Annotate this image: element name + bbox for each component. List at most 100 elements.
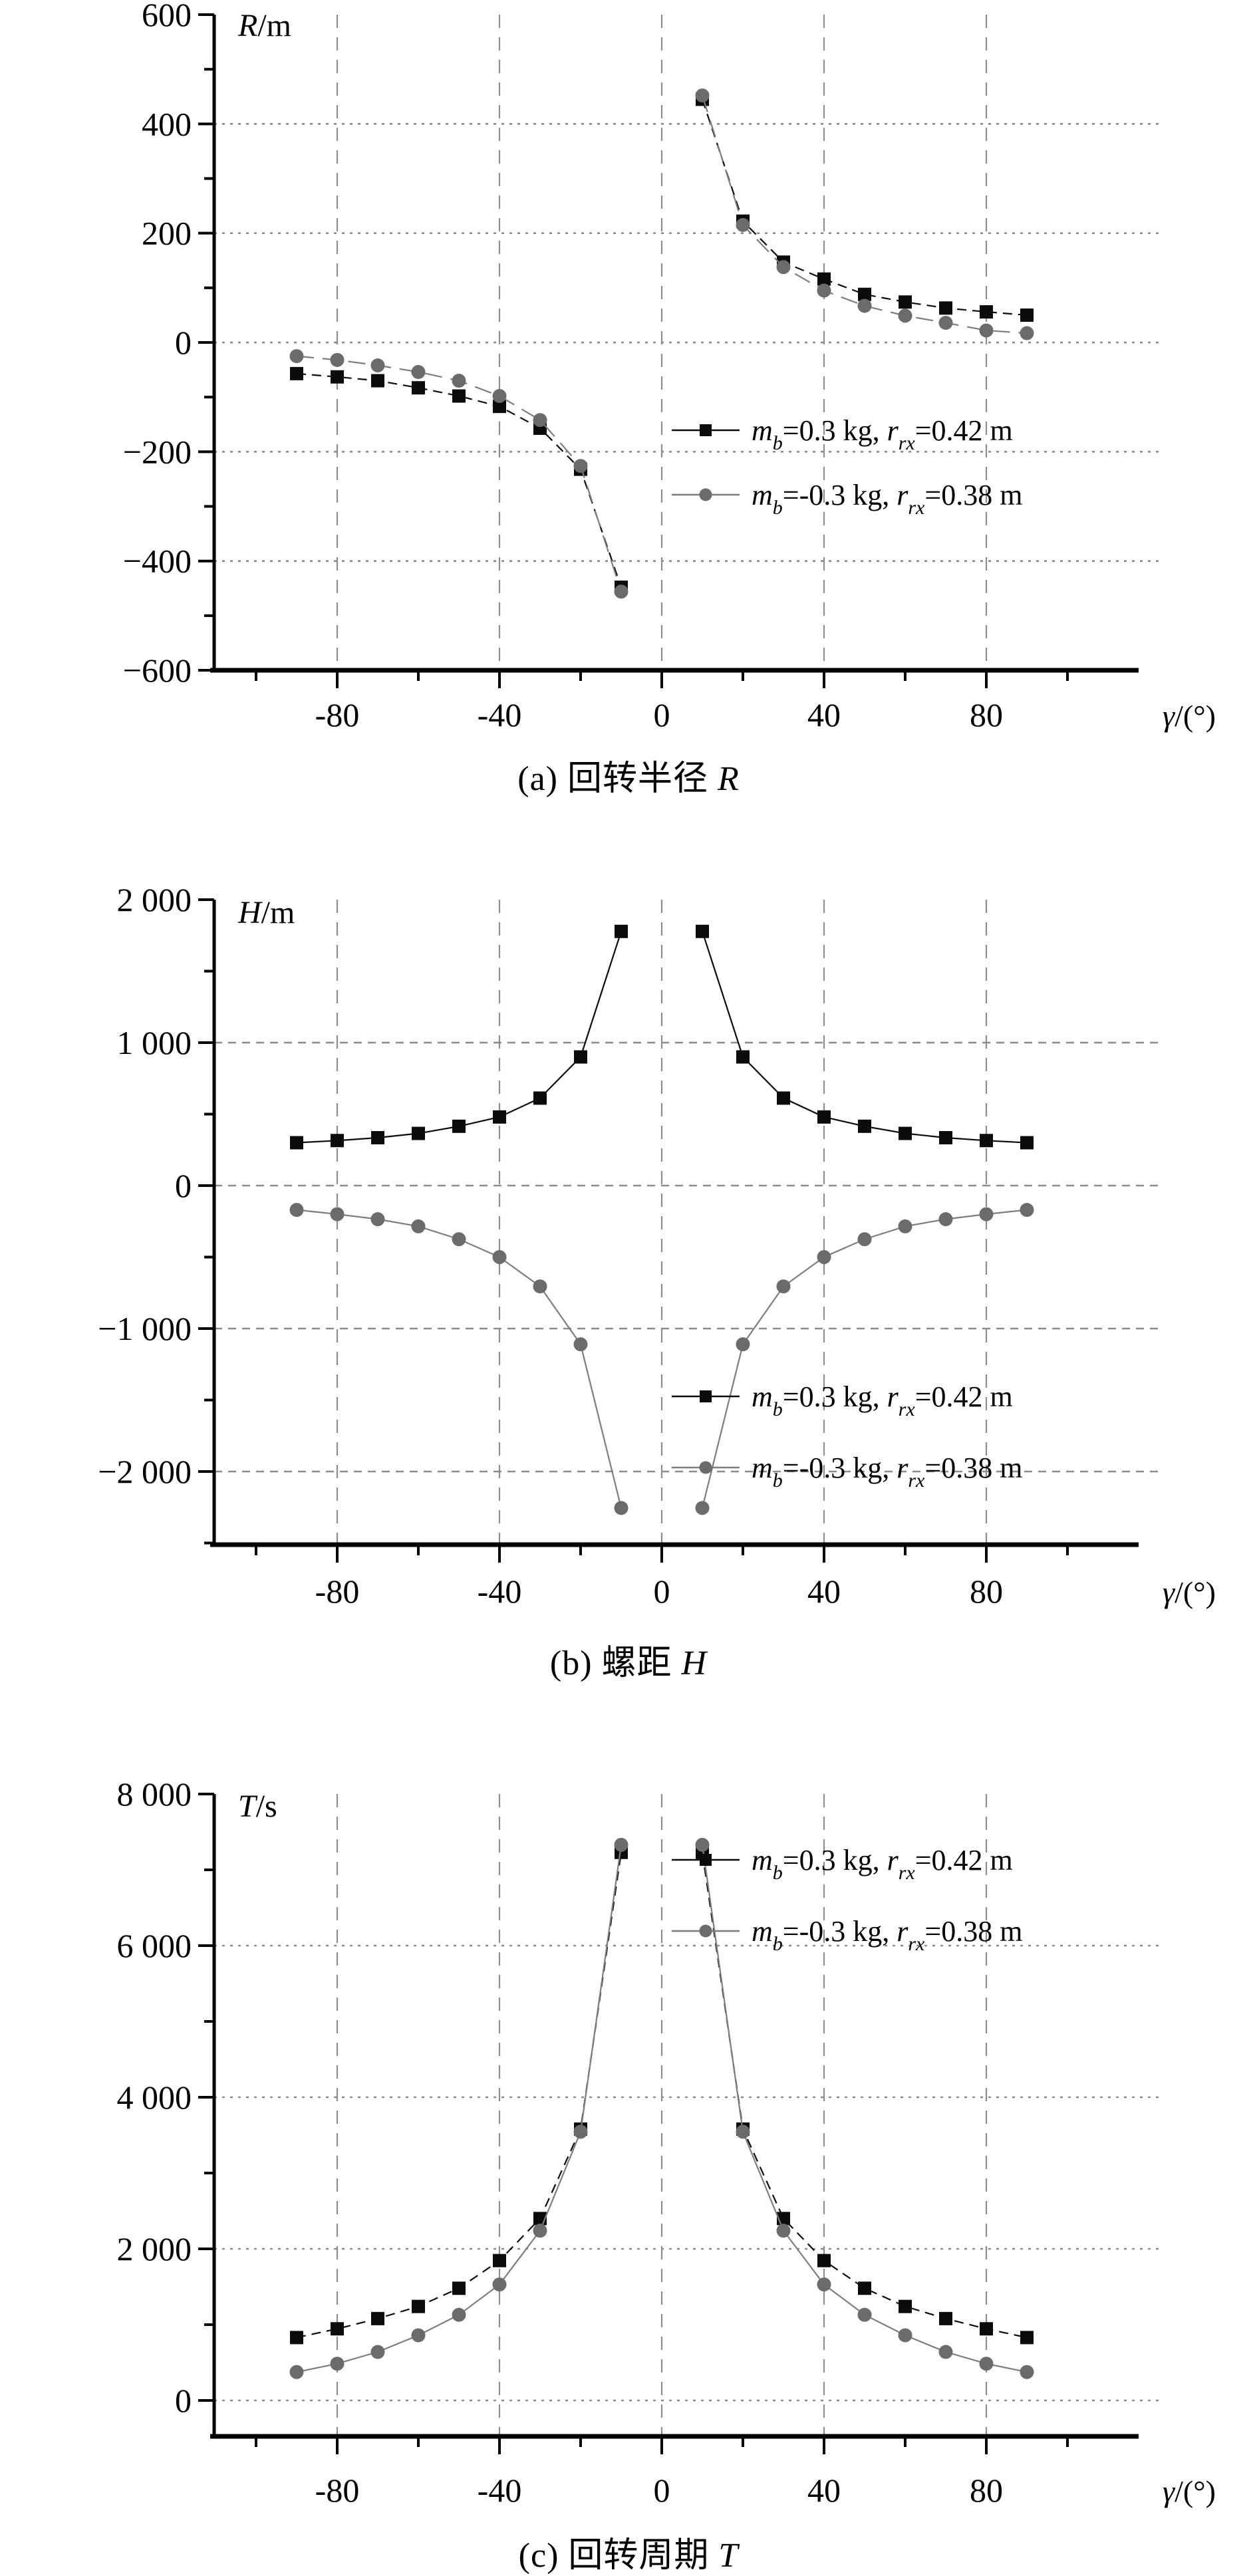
marker-square <box>980 1134 993 1148</box>
marker-square <box>980 305 993 319</box>
y-tick-label: 400 <box>142 105 192 142</box>
x-tick-label: 80 <box>970 1573 1003 1610</box>
chart-b: 2 000 1 000 0 −1 000 −2 000 -80 -40 0 40 80 H/m γ/(… <box>98 881 1216 1610</box>
marker-square <box>777 1091 790 1105</box>
marker-circle <box>614 1837 628 1852</box>
x-tick-label: 80 <box>970 696 1003 733</box>
legend-label: mb=-0.3 kg, rrx=0.38 m <box>752 1452 1022 1491</box>
series-line <box>701 931 1028 1144</box>
marker-circle <box>938 2345 953 2359</box>
marker-circle <box>736 1337 750 1352</box>
y-tick-label: −200 <box>123 433 192 470</box>
marker-square <box>371 374 384 388</box>
x-axis-title: γ/(°) <box>1163 699 1216 733</box>
marker-circle <box>1020 2365 1034 2379</box>
marker-circle <box>938 315 953 330</box>
y-tick-label: 6 000 <box>117 1927 192 1964</box>
series-black-square <box>290 924 1034 1150</box>
marker-circle <box>492 389 507 404</box>
marker-circle <box>736 217 750 232</box>
series-gray-circle <box>289 88 1034 599</box>
marker-circle <box>1020 326 1034 340</box>
marker-circle <box>411 1219 426 1233</box>
legend-label: mb=0.3 kg, rrx=0.42 m <box>752 1380 1013 1420</box>
x-axis-title: γ/(°) <box>1163 1575 1216 1609</box>
y-tick-label: −1 000 <box>98 1310 192 1347</box>
y-tick-label: 2 000 <box>117 2230 192 2267</box>
marker-circle <box>492 2277 507 2292</box>
legend-marker-circle <box>699 1924 712 1938</box>
marker-square <box>331 370 344 384</box>
y-tick-label: 0 <box>175 2382 192 2419</box>
caption-chart-b: (b) 螺距 H <box>0 1634 1257 1684</box>
marker-square <box>493 1110 506 1124</box>
y-axis-title: T/s <box>238 1789 277 1824</box>
marker-circle <box>330 1207 345 1222</box>
caption-b-symbol: H <box>681 1644 708 1682</box>
marker-circle <box>370 1212 385 1227</box>
marker-square <box>858 2281 871 2295</box>
marker-square <box>899 295 912 309</box>
legend-item: mb=0.3 kg, rrx=0.42 m <box>672 1844 1013 1884</box>
chart-c: 8 000 6 000 4 000 2 000 0 -80 -40 0 40 80 T/s γ/(°)… <box>117 1775 1216 2509</box>
legend-item: mb=-0.3 kg, rrx=0.38 m <box>672 1452 1022 1491</box>
marker-square <box>817 2254 831 2267</box>
marker-circle <box>330 2357 345 2371</box>
marker-circle <box>979 2357 994 2371</box>
marker-circle <box>857 1232 872 1247</box>
x-tick-label: 40 <box>807 1573 841 1610</box>
marker-circle <box>776 1279 791 1294</box>
marker-circle <box>573 2125 588 2139</box>
marker-circle <box>411 364 426 379</box>
marker-square <box>1020 2331 1034 2345</box>
legend: mb=0.3 kg, rrx=0.42 m mb=-0.3 kg, rrx=0.3… <box>672 414 1022 519</box>
legend-label: mb=-0.3 kg, rrx=0.38 m <box>752 479 1022 519</box>
marker-square <box>452 389 466 403</box>
marker-square <box>290 1136 303 1150</box>
x-tick-label: -80 <box>315 2472 360 2509</box>
marker-square <box>736 1050 750 1064</box>
marker-square <box>858 1119 871 1133</box>
marker-square <box>696 924 709 938</box>
marker-circle <box>857 299 872 313</box>
marker-circle <box>898 1219 912 1233</box>
marker-circle <box>370 358 385 373</box>
marker-circle <box>695 88 710 103</box>
marker-circle <box>289 1203 304 1218</box>
marker-circle <box>736 2125 750 2139</box>
y-tick-label: 0 <box>175 1167 192 1204</box>
x-tick-label: -80 <box>315 696 360 733</box>
marker-square <box>290 2331 303 2345</box>
marker-square <box>939 301 952 315</box>
caption-c-symbol: T <box>718 2537 739 2575</box>
x-tick-label: -80 <box>315 1573 360 1610</box>
marker-square <box>817 272 831 286</box>
marker-square <box>493 2254 506 2267</box>
legend-label: mb=-0.3 kg, rrx=0.38 m <box>752 1915 1022 1955</box>
legend-label: mb=0.3 kg, rrx=0.42 m <box>752 414 1013 454</box>
marker-square <box>615 924 628 938</box>
marker-square <box>371 2311 384 2325</box>
legend-marker-square <box>700 1854 712 1866</box>
x-tick-label: -40 <box>478 1573 522 1610</box>
marker-circle <box>898 2328 912 2343</box>
marker-circle <box>817 2277 831 2292</box>
marker-circle <box>573 1337 588 1352</box>
legend-marker-circle <box>699 488 712 501</box>
x-tick-label: 40 <box>807 696 841 733</box>
y-tick-label: −600 <box>123 652 192 689</box>
marker-square <box>858 287 871 301</box>
marker-circle <box>370 2345 385 2359</box>
marker-square <box>980 2322 993 2336</box>
marker-circle <box>492 1250 507 1264</box>
marker-circle <box>695 1837 710 1852</box>
legend-label: mb=0.3 kg, rrx=0.42 m <box>752 1844 1013 1884</box>
y-axis-title: R/m <box>237 8 291 43</box>
y-tick-label: 200 <box>142 215 192 252</box>
marker-square <box>412 381 425 395</box>
series-gray-circle <box>289 1203 1034 1515</box>
marker-square <box>817 1110 831 1124</box>
series-line <box>296 372 623 588</box>
